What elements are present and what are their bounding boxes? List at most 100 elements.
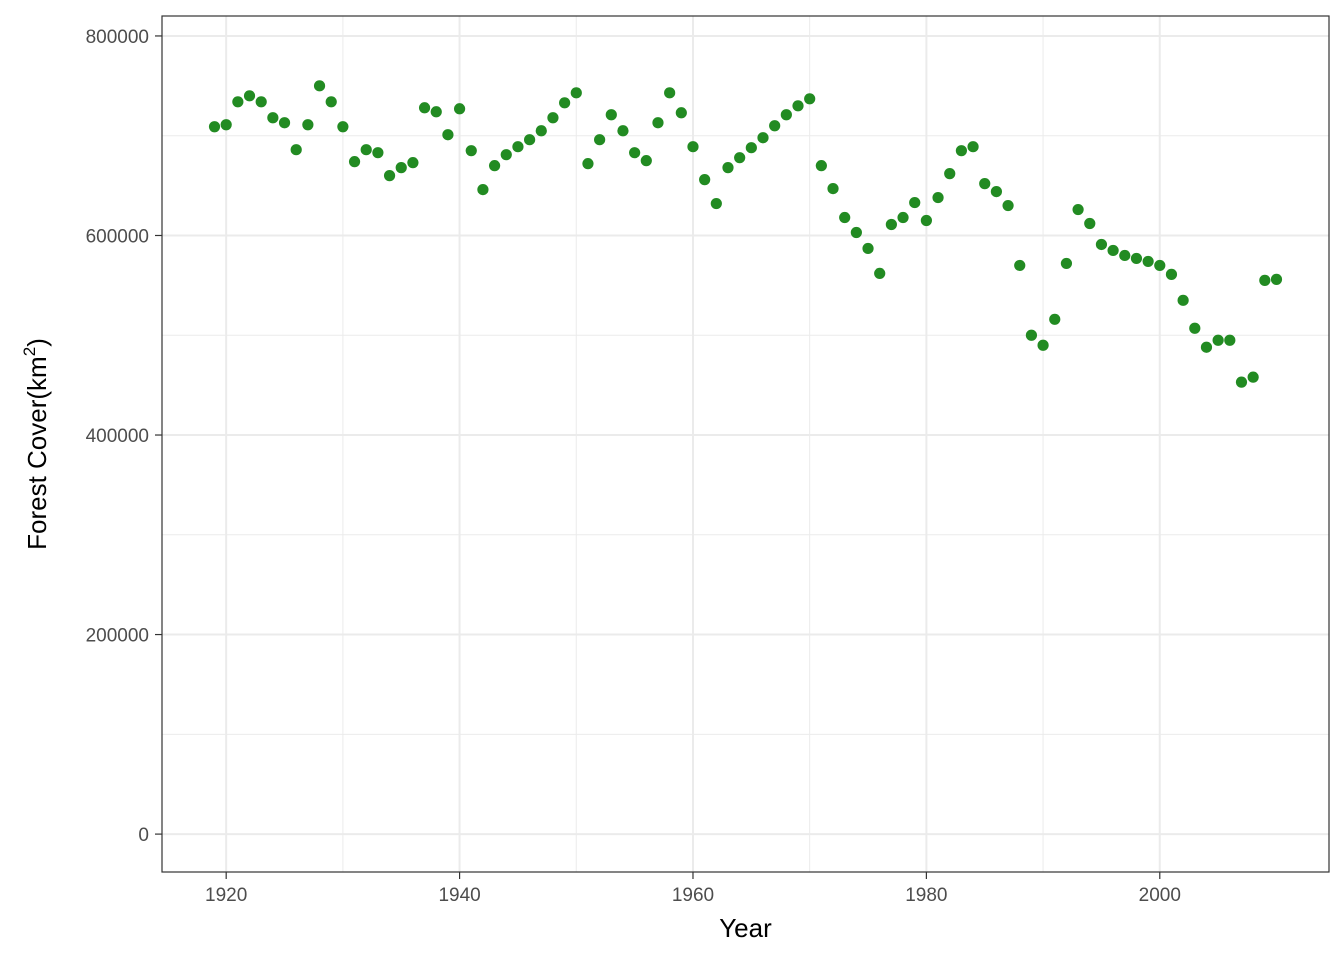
data-point [290,144,302,156]
data-point [395,162,407,174]
data-point [442,129,454,141]
data-point [220,119,232,131]
data-point [827,182,839,195]
data-point [1212,334,1224,346]
data-point [570,87,582,99]
major-gridlines [162,16,1329,872]
data-point [407,157,419,169]
data-point [1154,259,1166,272]
data-point [629,147,641,159]
data-point [1119,249,1131,262]
data-point [559,97,571,109]
data-point [734,152,746,164]
data-point [1165,268,1178,280]
data-point [512,141,524,153]
data-point [1130,252,1143,265]
x-tick-label: 2000 [1139,885,1181,906]
data-point [1200,341,1213,353]
minor-gridlines [162,16,1329,872]
data-point [582,158,594,170]
data-point [535,125,547,137]
data-point [850,226,862,239]
data-point [1025,329,1038,341]
data-point [780,109,792,121]
data-point [710,197,722,210]
data-point [325,96,337,108]
data-point [1084,217,1096,230]
data-point [465,145,477,157]
data-point [920,214,932,227]
data-point [1142,255,1154,268]
x-tick-label: 1980 [905,885,947,906]
data-point [769,120,781,132]
data-point [1259,274,1271,286]
data-point [699,174,711,186]
y-tick-label: 0 [138,825,149,846]
data-point [687,141,699,153]
data-point [874,267,886,279]
data-point [839,211,851,224]
data-point [1037,339,1049,351]
data-point [722,162,734,174]
data-point [792,100,804,112]
data-point [383,170,396,182]
data-point [524,134,536,146]
data-point [967,141,979,153]
data-point [372,147,384,159]
y-axis-title-unit: km [22,356,52,391]
data-point [500,149,512,161]
x-tick-label: 1920 [205,885,247,906]
data-point [1177,294,1189,306]
data-point [1235,376,1248,388]
data-point [652,117,664,129]
plot-panel-border [161,15,1330,873]
data-point [664,87,676,99]
data-point [348,156,361,168]
y-tick-label: 400000 [86,426,149,447]
data-points [208,80,1283,388]
data-point [1014,259,1026,272]
data-point [617,125,629,137]
data-point [955,145,967,157]
y-axis-title-close-paren: ) [22,338,52,347]
data-point [267,112,279,124]
y-axis-title: Forest Cover(km2) [20,338,52,550]
data-point [337,121,349,133]
data-point [1270,273,1283,285]
y-tick-label: 600000 [86,226,149,247]
data-point [1072,203,1084,216]
data-point [208,121,221,133]
data-point [547,112,559,124]
data-point [302,119,314,131]
data-point [757,132,769,144]
data-point [1224,334,1236,346]
data-point [594,134,606,146]
data-point [1049,313,1061,325]
y-tick-label: 800000 [86,27,149,48]
data-point [488,160,501,172]
data-point [932,191,944,204]
data-point [232,96,244,108]
y-axis-title-text: Forest Cover [22,399,52,550]
data-point [477,183,489,196]
data-point [255,96,267,108]
data-point [745,142,757,154]
data-point [815,160,827,172]
y-axis: 0 200000 400000 600000 800000 [86,27,162,846]
data-point [605,109,617,121]
data-point [1095,238,1108,251]
data-point [313,80,326,92]
data-point [1002,199,1014,212]
y-tick-label: 200000 [86,626,149,647]
data-point [979,178,991,190]
data-point [675,107,687,119]
y-axis-title-open-paren: ( [22,391,52,400]
data-point [278,117,291,129]
data-point [862,242,874,255]
data-point [909,196,921,209]
y-axis-title-superscript: 2 [20,347,39,356]
data-point [418,102,431,114]
data-point [885,218,897,231]
